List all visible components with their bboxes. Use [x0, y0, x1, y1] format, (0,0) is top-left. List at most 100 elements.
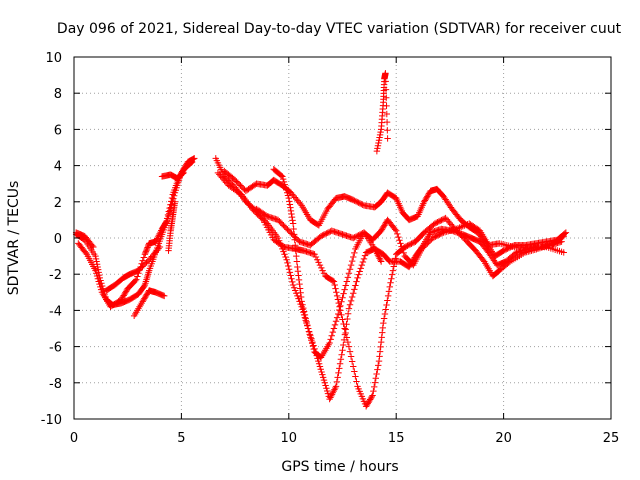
data-point-marker: [82, 249, 90, 257]
data-point-marker: [288, 275, 295, 282]
data-point-marker: [435, 218, 443, 225]
data-point-marker: [136, 266, 143, 273]
data-point-marker: [331, 386, 338, 393]
data-point-marker: [318, 368, 325, 376]
x-tick-label: 10: [281, 431, 298, 446]
y-tick-label: -10: [41, 413, 62, 428]
data-point-marker: [356, 268, 363, 275]
data-point-marker: [316, 363, 324, 370]
data-point-marker: [319, 267, 326, 274]
data-point-marker: [297, 293, 305, 301]
data-point-marker: [350, 196, 357, 204]
data-point-marker: [348, 257, 356, 265]
data-point-marker: [154, 235, 161, 242]
data-point-marker: [320, 270, 328, 277]
data-point-marker: [335, 369, 342, 377]
data-point-marker: [409, 256, 417, 264]
data-point-marker: [366, 397, 373, 405]
data-point-marker: [139, 263, 146, 270]
data-point-marker: [290, 284, 298, 291]
data-point-marker: [356, 231, 364, 238]
data-point-marker: [324, 390, 332, 397]
data-point-marker: [558, 238, 565, 245]
data-point-marker: [371, 245, 378, 253]
data-point-marker: [231, 176, 239, 184]
data-point-marker: [331, 321, 339, 329]
data-point-marker: [234, 179, 241, 186]
data-point-marker: [375, 139, 382, 147]
data-point-marker: [142, 249, 149, 257]
data-point-marker: [293, 235, 301, 243]
data-point-marker: [331, 281, 338, 289]
data-point-marker: [295, 276, 303, 284]
data-point-marker: [438, 216, 445, 224]
data-point-marker: [380, 319, 387, 327]
data-point-marker: [237, 182, 244, 189]
data-point-marker: [380, 315, 388, 322]
data-point-marker: [410, 255, 418, 263]
data-point-marker: [285, 262, 292, 270]
data-point-marker: [315, 357, 322, 365]
data-point-marker: [430, 234, 438, 241]
data-point-marker: [387, 279, 394, 286]
data-point-marker: [343, 321, 350, 328]
data-point-marker: [366, 396, 374, 403]
series-D: [130, 287, 168, 320]
data-point-marker: [434, 218, 441, 226]
data-point-marker: [333, 292, 341, 300]
data-point-marker: [284, 226, 291, 233]
data-point-marker: [92, 267, 99, 274]
data-point-marker: [188, 159, 195, 166]
data-point-marker: [337, 356, 345, 363]
data-point-marker: [140, 296, 147, 304]
data-point-marker: [365, 399, 372, 406]
data-point-marker: [401, 243, 408, 251]
data-point-marker: [383, 110, 391, 118]
y-axis-label: SDTVAR / TECUs: [6, 181, 22, 296]
data-point-marker: [352, 198, 360, 205]
data-point-marker: [509, 242, 517, 250]
data-point-marker: [150, 251, 157, 259]
data-point-marker: [147, 254, 154, 262]
data-point-marker: [328, 392, 335, 400]
data-point-marker: [295, 295, 302, 302]
data-point-marker: [228, 184, 236, 191]
data-point-marker: [288, 213, 296, 221]
data-point-marker: [441, 215, 448, 222]
data-point-marker: [404, 242, 411, 249]
y-tick-label: -8: [49, 377, 62, 392]
data-point-marker: [358, 230, 365, 238]
data-point-marker: [335, 299, 342, 307]
data-point-marker: [188, 158, 196, 166]
data-point-marker: [300, 308, 308, 315]
data-point-marker: [372, 375, 379, 382]
data-point-marker: [382, 78, 389, 85]
data-point-marker: [327, 336, 334, 343]
data-point-marker: [315, 360, 323, 367]
data-point-marker: [375, 253, 382, 260]
data-point-marker: [320, 231, 327, 239]
data-point-marker: [297, 200, 304, 208]
data-point-marker: [431, 220, 439, 227]
data-point-marker: [286, 269, 294, 276]
data-point-marker: [338, 311, 345, 319]
data-point-marker: [437, 217, 444, 225]
data-point-marker: [407, 261, 414, 268]
data-point-marker: [122, 288, 130, 295]
data-point-marker: [345, 343, 353, 350]
y-tick-label: 2: [54, 196, 62, 211]
data-point-marker: [319, 371, 326, 378]
data-point-marker: [294, 263, 301, 271]
data-point-marker: [281, 181, 288, 188]
data-point-marker: [289, 278, 296, 286]
data-point-marker: [421, 197, 429, 204]
data-point-marker: [292, 287, 299, 294]
data-point-marker: [140, 254, 148, 261]
data-point-marker: [286, 201, 294, 208]
data-point-marker: [296, 285, 304, 292]
data-point-marker: [384, 297, 391, 304]
data-point-marker: [326, 339, 333, 347]
data-point-marker: [339, 347, 346, 354]
y-tick-label: 4: [54, 160, 62, 175]
data-point-marker: [362, 403, 370, 410]
